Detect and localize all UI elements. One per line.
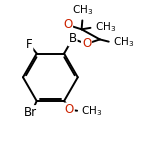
Text: Br: Br [24, 106, 37, 119]
Text: CH$_3$: CH$_3$ [81, 104, 102, 118]
Text: O: O [63, 18, 72, 31]
Text: B: B [68, 32, 77, 45]
Text: CH$_3$: CH$_3$ [113, 35, 134, 49]
Text: CH$_3$: CH$_3$ [95, 20, 116, 34]
Text: F: F [26, 38, 32, 51]
Text: O: O [82, 37, 91, 50]
Text: CH$_3$: CH$_3$ [72, 4, 93, 17]
Text: O: O [65, 104, 74, 116]
